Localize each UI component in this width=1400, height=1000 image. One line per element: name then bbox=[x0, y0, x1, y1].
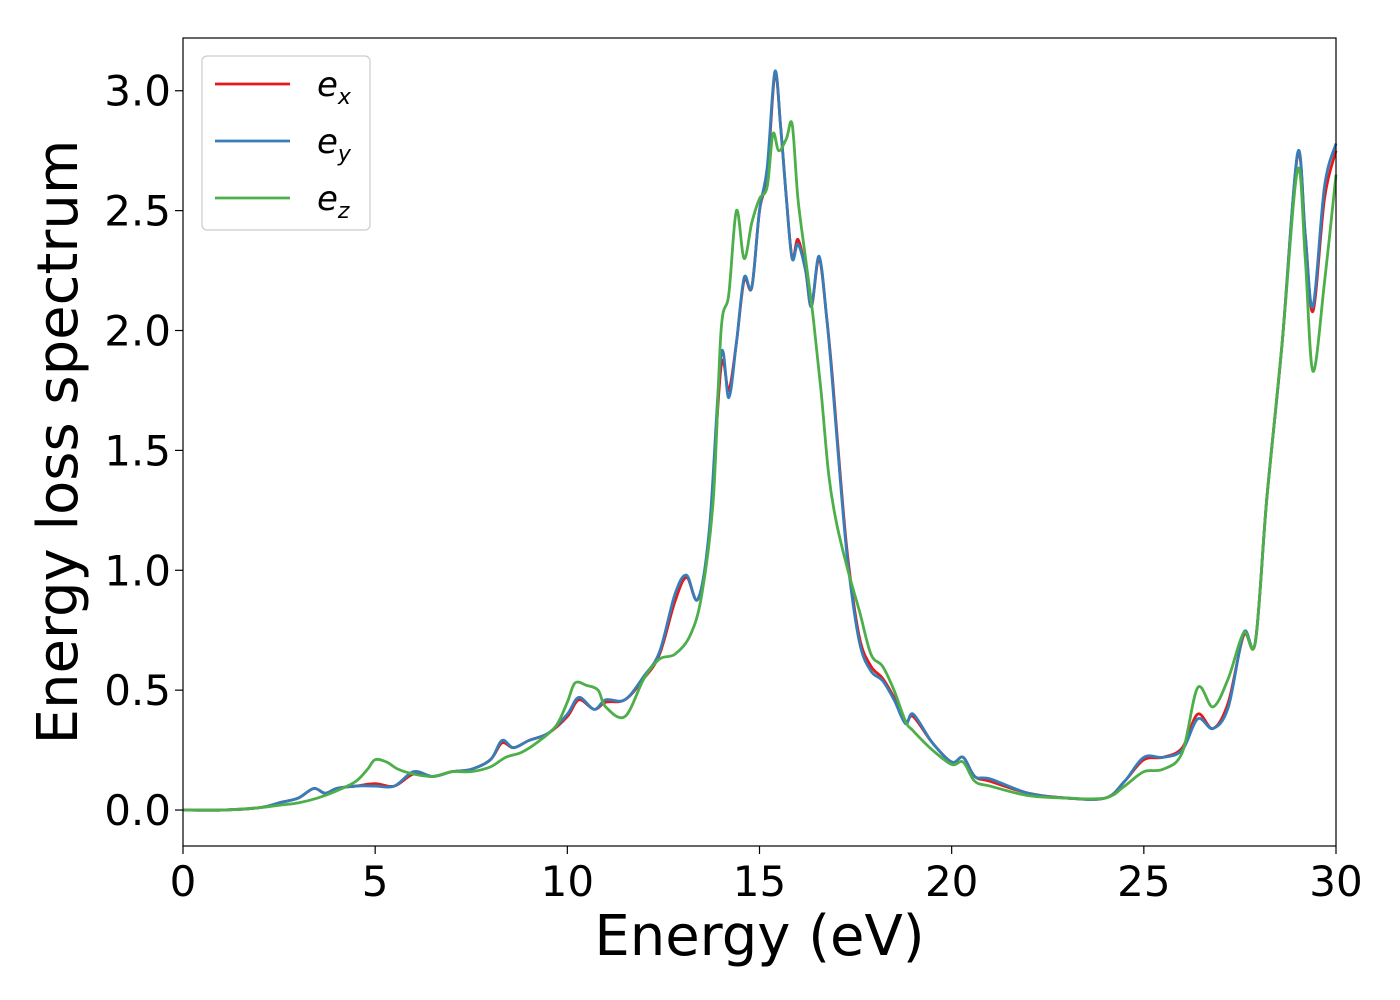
y-tick-label: 0.5 bbox=[104, 666, 171, 715]
legend-label-z: ez bbox=[317, 179, 350, 224]
x-axis-label: Energy (eV) bbox=[594, 904, 924, 969]
legend-frame bbox=[201, 55, 371, 231]
legend-label-y: ey bbox=[317, 122, 352, 167]
series-line-e-z bbox=[182, 120, 1338, 812]
x-tick-label: 20 bbox=[925, 857, 978, 906]
legend-label-x: ex bbox=[317, 65, 352, 110]
x-tick-label: 25 bbox=[1117, 857, 1170, 906]
plot-frame bbox=[182, 37, 1337, 847]
y-axis-ticks: 0.0 0.5 1.0 1.5 2.0 2.5 3.0 bbox=[104, 67, 183, 835]
plot-area bbox=[183, 38, 1336, 846]
legend: ex ey ez bbox=[201, 55, 371, 231]
x-tick-label: 5 bbox=[362, 857, 389, 906]
series-line-e-y bbox=[182, 69, 1338, 812]
y-tick-label: 0.0 bbox=[104, 786, 171, 835]
x-tick-label: 0 bbox=[170, 857, 197, 906]
y-tick-label: 2.0 bbox=[104, 307, 171, 356]
series-group bbox=[182, 69, 1338, 812]
x-axis-ticks: 0 5 10 15 20 25 30 bbox=[170, 846, 1363, 906]
y-tick-label: 1.5 bbox=[104, 426, 171, 475]
x-tick-label: 10 bbox=[541, 857, 594, 906]
y-tick-label: 1.0 bbox=[104, 546, 171, 595]
y-axis-label: Energy loss spectrum bbox=[26, 140, 91, 745]
x-tick-label: 30 bbox=[1309, 857, 1362, 906]
y-tick-label: 3.0 bbox=[104, 67, 171, 116]
y-tick-label: 2.5 bbox=[104, 187, 171, 236]
x-tick-label: 15 bbox=[733, 857, 786, 906]
